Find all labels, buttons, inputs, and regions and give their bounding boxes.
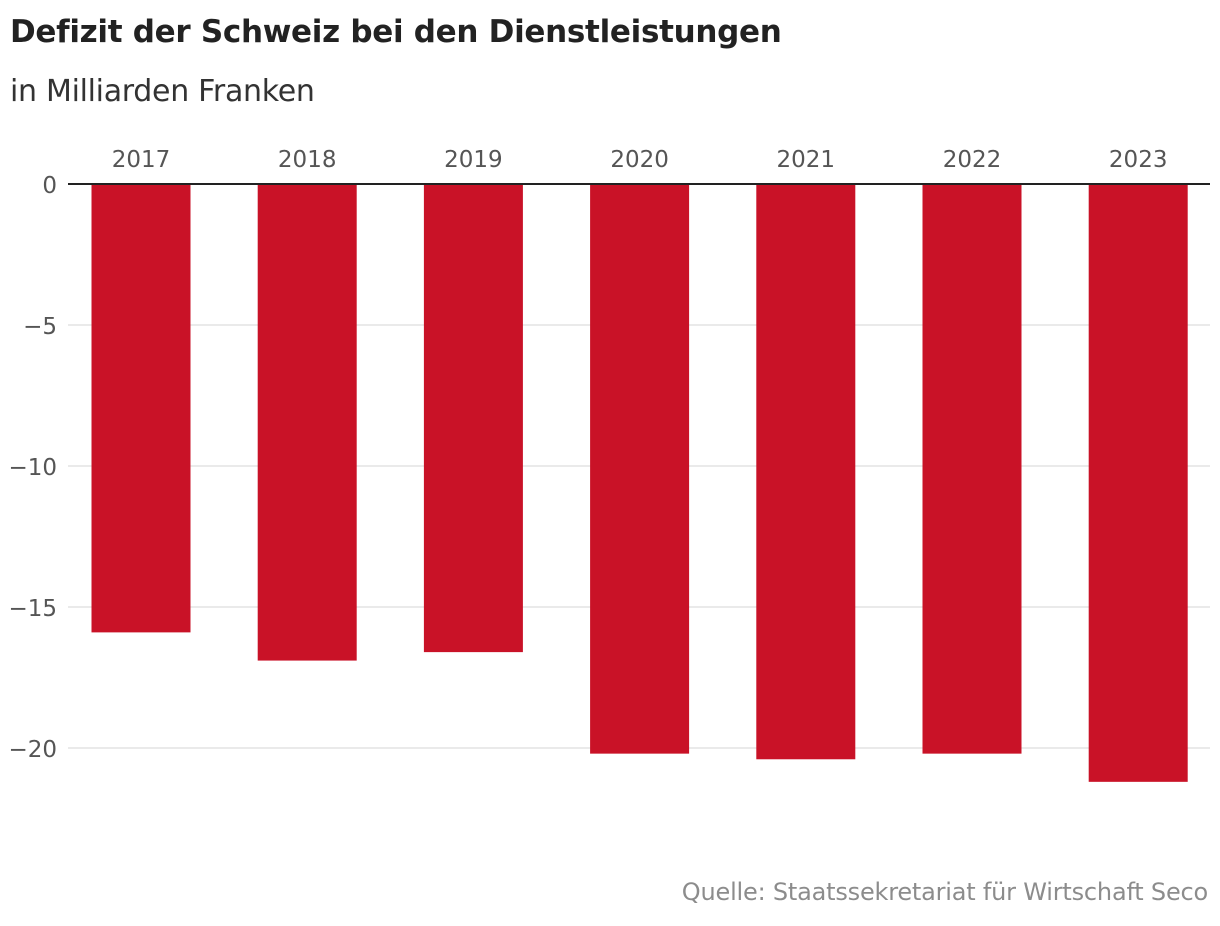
x-tick-label: 2018 [278, 147, 337, 173]
source-note: Quelle: Staatssekretariat für Wirtschaft… [681, 878, 1208, 906]
y-tick-label: −15 [8, 596, 57, 622]
x-tick-label: 2021 [777, 147, 836, 173]
bar-2023 [1088, 184, 1188, 782]
y-tick-label: −10 [8, 455, 57, 481]
bar-2018 [257, 184, 357, 661]
y-tick-label: −20 [8, 737, 57, 763]
y-axis-tick-labels: 0 −5 −10 −15 −20 [8, 173, 57, 763]
chart-title: Defizit der Schweiz bei den Dienstleistu… [10, 14, 782, 50]
x-axis-tick-labels: 2017 2018 2019 2020 2021 2022 2023 [112, 147, 1168, 173]
bar-2020 [590, 184, 690, 754]
bars [91, 184, 1188, 782]
x-tick-label: 2017 [112, 147, 171, 173]
bar-2019 [423, 184, 523, 653]
y-tick-label: 0 [42, 173, 57, 199]
x-tick-label: 2019 [444, 147, 503, 173]
x-tick-label: 2023 [1109, 147, 1168, 173]
x-tick-label: 2022 [943, 147, 1002, 173]
y-tick-label: −5 [23, 314, 57, 340]
chart-subtitle: in Milliarden Franken [10, 74, 315, 109]
x-tick-label: 2020 [610, 147, 669, 173]
bar-2021 [756, 184, 856, 760]
bar-2017 [91, 184, 191, 633]
bar-2022 [922, 184, 1022, 754]
